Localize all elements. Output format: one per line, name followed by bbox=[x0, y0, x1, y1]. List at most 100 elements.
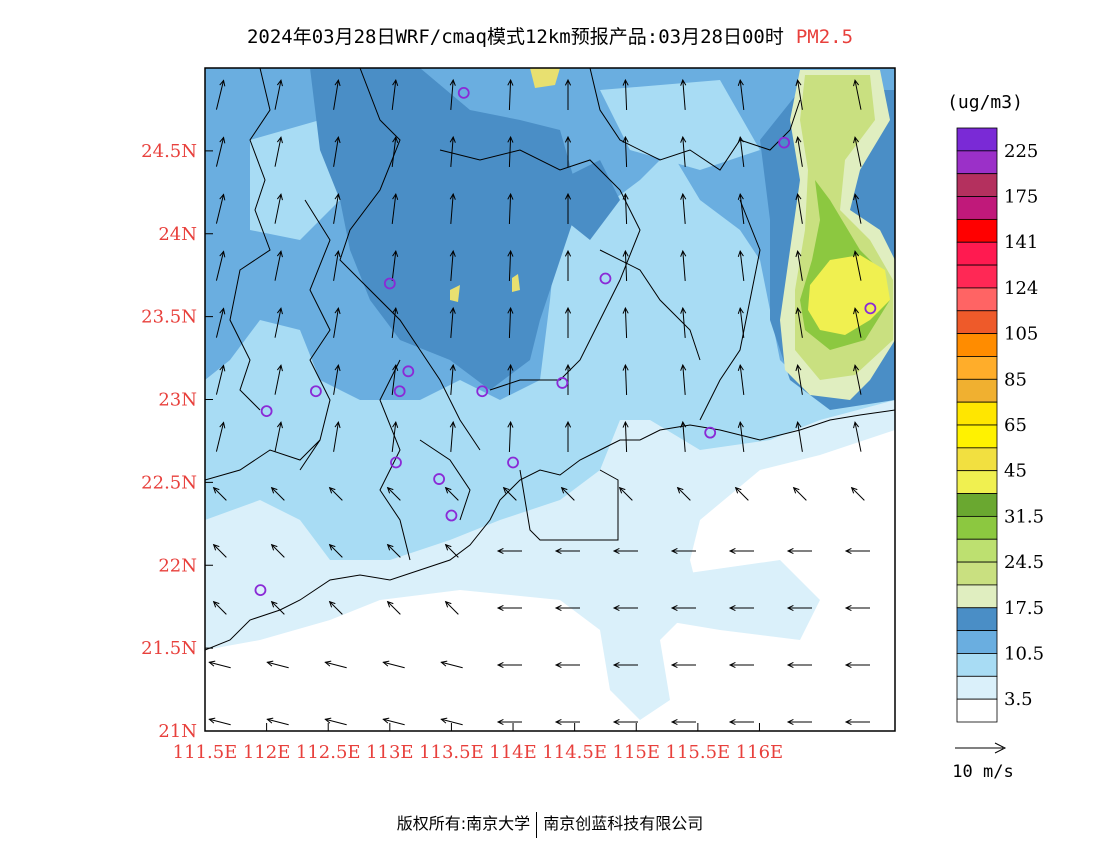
legend-label: 124 bbox=[1004, 278, 1038, 299]
wind-arrow bbox=[328, 600, 343, 615]
wind-arrow bbox=[215, 79, 226, 110]
wind-arrow bbox=[328, 486, 343, 501]
legend-swatch bbox=[956, 675, 998, 700]
wind-arrow bbox=[676, 486, 691, 501]
wind-arrow bbox=[564, 249, 572, 281]
legend-swatch bbox=[956, 470, 998, 494]
wind-arrow bbox=[440, 660, 463, 669]
wind-arrow bbox=[270, 600, 285, 615]
wind-arrow bbox=[507, 420, 514, 453]
wind-arrow bbox=[853, 364, 862, 395]
wind-arrow bbox=[386, 600, 401, 615]
wind-arrow bbox=[496, 547, 522, 555]
wind-arrow bbox=[844, 604, 870, 612]
wind-arrow bbox=[208, 660, 231, 669]
wind-arrow bbox=[670, 547, 696, 555]
x-tick-label: 115E bbox=[613, 742, 661, 763]
wind-arrow bbox=[496, 661, 522, 669]
wind-arrow bbox=[680, 306, 687, 338]
legend-colorbar bbox=[956, 127, 998, 723]
x-tick-label: 113.5E bbox=[419, 742, 484, 763]
wind-arrow bbox=[844, 661, 870, 669]
wind-arrow bbox=[333, 193, 341, 224]
concentration-field bbox=[205, 68, 895, 731]
wind-arrow bbox=[737, 192, 745, 224]
legend-label: 24.5 bbox=[1004, 552, 1044, 573]
y-tick-label: 22.5N bbox=[141, 472, 197, 493]
wind-arrow bbox=[622, 192, 629, 225]
wind-arrow bbox=[274, 250, 283, 281]
wind-arrow bbox=[215, 136, 226, 167]
wind-arrow bbox=[560, 486, 575, 501]
wind-arrow bbox=[444, 600, 459, 615]
wind-arrow bbox=[844, 718, 870, 726]
y-tick-label: 24N bbox=[158, 224, 197, 245]
wind-scale-label: 10 m/s bbox=[952, 762, 1013, 782]
wind-arrow bbox=[564, 306, 572, 338]
station-marker bbox=[457, 86, 470, 99]
wind-arrow bbox=[737, 306, 745, 338]
wind-arrow bbox=[680, 363, 687, 395]
wind-arrow bbox=[382, 717, 405, 726]
wind-arrow bbox=[444, 543, 459, 558]
wind-arrow bbox=[391, 306, 399, 338]
station-marker bbox=[433, 473, 446, 485]
wind-arrow bbox=[737, 78, 745, 110]
wind-arrow bbox=[795, 79, 803, 110]
wind-arrow bbox=[333, 307, 341, 338]
wind-arrow bbox=[795, 307, 803, 338]
wind-arrow bbox=[274, 421, 283, 452]
y-tick-label: 21N bbox=[158, 721, 197, 742]
wind-arrow bbox=[270, 486, 285, 501]
footer-right: 南京创蓝科技有限公司 bbox=[543, 814, 704, 833]
wind-arrow bbox=[853, 307, 862, 338]
wind-arrow bbox=[324, 717, 347, 726]
wind-arrow bbox=[670, 661, 696, 669]
y-tick-label: 23N bbox=[158, 390, 197, 411]
legend-swatch bbox=[956, 630, 998, 654]
wind-arrow bbox=[564, 135, 572, 167]
wind-scale: 10 m/s bbox=[952, 742, 1014, 782]
station-marker bbox=[599, 272, 612, 285]
wind-arrow bbox=[391, 249, 399, 281]
title-main: 2024年03月28日WRF/cmaq模式12km预报产品:03月28日00时 bbox=[246, 26, 784, 48]
legend-label: 65 bbox=[1004, 415, 1027, 436]
wind-arrow bbox=[612, 718, 638, 726]
wind-arrow bbox=[554, 547, 580, 555]
wind-arrow bbox=[728, 718, 754, 726]
x-tick-label: 116E bbox=[736, 742, 784, 763]
wind-arrow bbox=[786, 661, 812, 669]
wind-arrow bbox=[215, 364, 226, 395]
wind-arrow bbox=[215, 193, 226, 224]
legend-swatch bbox=[956, 561, 998, 586]
legend-swatch bbox=[956, 378, 998, 403]
wind-arrow bbox=[444, 486, 459, 501]
legend-swatch bbox=[956, 264, 998, 289]
wind-arrow bbox=[728, 547, 754, 555]
legend-swatch bbox=[956, 538, 998, 563]
wind-arrow bbox=[449, 135, 456, 167]
wind-arrow bbox=[670, 718, 696, 726]
wind-arrow bbox=[680, 135, 687, 167]
wind-arrow bbox=[496, 718, 522, 726]
legend-swatch bbox=[956, 401, 998, 426]
wind-arrow bbox=[212, 486, 227, 501]
wind-arrow bbox=[786, 718, 812, 726]
legend-label: 45 bbox=[1004, 461, 1027, 482]
wind-arrow bbox=[612, 547, 638, 555]
wind-arrow bbox=[737, 363, 745, 395]
wind-arrow bbox=[507, 363, 514, 396]
wind-arrow bbox=[792, 486, 807, 501]
wind-arrow bbox=[795, 136, 803, 167]
wind-arrow bbox=[844, 547, 870, 555]
legend-label: 175 bbox=[1004, 187, 1038, 208]
wind-vector-field bbox=[208, 78, 870, 726]
wind-arrow bbox=[449, 192, 456, 224]
wind-arrow bbox=[795, 193, 803, 224]
x-tick-label: 114.5E bbox=[542, 742, 607, 763]
station-marker bbox=[445, 509, 458, 522]
x-tick-label: 114E bbox=[489, 742, 537, 763]
legend-swatch bbox=[956, 196, 998, 220]
wind-arrow bbox=[680, 78, 687, 110]
